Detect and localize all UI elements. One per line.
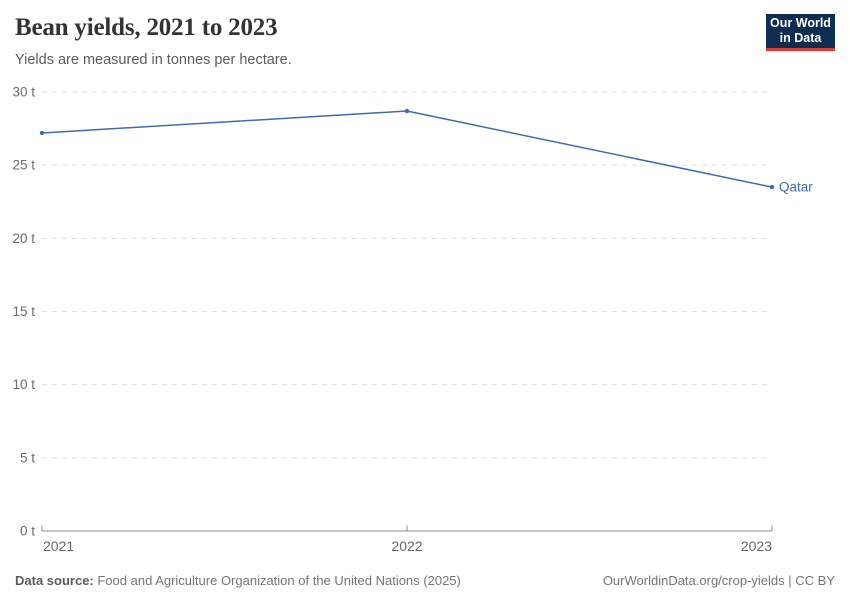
y-tick-label: 0 t [20,524,35,539]
footer-separator: | [784,573,796,588]
owid-logo-line2: in Data [779,31,822,45]
data-source-note: Data source: Food and Agriculture Organi… [15,573,461,588]
owid-url-link[interactable]: OurWorldinData.org/crop-yields [602,573,785,588]
data-point-marker [404,108,410,114]
chart-subtitle: Yields are measured in tonnes per hectar… [15,52,292,68]
x-tick-label: 2023 [741,538,772,554]
series-line[interactable] [41,110,773,188]
entity-label[interactable]: Qatar [779,180,813,195]
owid-logo-line1: Our World [770,16,831,30]
y-tick-label: 10 t [12,377,35,392]
x-tick-label: 2022 [391,538,422,554]
data-point-marker [39,130,45,136]
license-link[interactable]: CC BY [795,573,835,588]
y-tick-label: 30 t [12,85,35,100]
x-tick-label: 2021 [43,538,74,554]
y-tick-label: 25 t [12,158,35,173]
data-source-label: Data source: [15,573,94,588]
owid-logo[interactable]: Our World in Data [766,14,835,51]
data-point-marker [769,184,775,190]
page-title: Bean yields, 2021 to 2023 [15,14,278,41]
data-source-text: Food and Agriculture Organization of the… [93,573,461,588]
attribution-note: OurWorldinData.org/crop-yields | CC BY [603,573,835,588]
y-tick-label: 20 t [12,231,35,246]
y-tick-label: 15 t [12,304,35,319]
y-tick-label: 5 t [20,450,35,465]
